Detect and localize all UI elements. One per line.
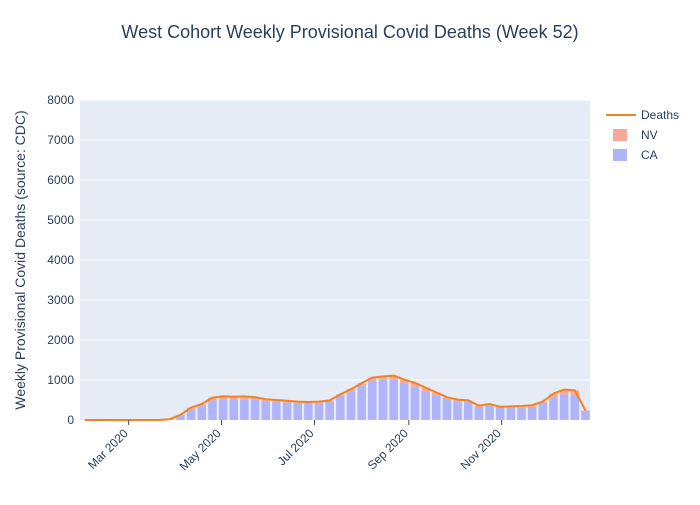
y-axis: 0 1000 2000 3000 4000 5000 6000 7000 8000 <box>47 93 74 427</box>
bar-ca[interactable] <box>549 397 558 420</box>
legend-label: CA <box>641 148 658 162</box>
bar-ca[interactable] <box>421 391 430 420</box>
legend-item-nv[interactable]: NV <box>613 128 658 142</box>
bar-nv[interactable] <box>218 396 228 400</box>
legend-swatch-bar <box>613 149 627 161</box>
bar-nv[interactable] <box>378 376 388 380</box>
bar-ca[interactable] <box>208 400 217 420</box>
legend[interactable]: Deaths NV CA <box>606 108 679 162</box>
y-tick-label: 3000 <box>47 293 74 307</box>
bar-nv[interactable] <box>261 399 270 402</box>
bar-ca[interactable] <box>293 403 302 420</box>
bar-ca[interactable] <box>431 395 441 420</box>
y-tick-label: 8000 <box>47 93 74 107</box>
grid-lines <box>80 99 590 381</box>
bar-ca[interactable] <box>250 399 260 420</box>
legend-label: Deaths <box>641 108 679 122</box>
bar-nv[interactable] <box>208 397 217 401</box>
bar-nv[interactable] <box>389 375 398 380</box>
bar-ca[interactable] <box>197 406 207 420</box>
x-tick-label: Nov 2020 <box>458 426 504 472</box>
bar-nv[interactable] <box>453 399 462 402</box>
legend-label: NV <box>641 128 658 142</box>
bar-ca[interactable] <box>186 409 196 420</box>
bar-ca[interactable] <box>282 402 292 420</box>
line-deaths[interactable] <box>84 374 587 421</box>
bar-nv[interactable] <box>549 393 558 398</box>
bar-ca[interactable] <box>527 406 537 420</box>
x-axis: Mar 2020 May 2020 Jul 2020 Sep 2020 Nov 2020 <box>85 420 504 473</box>
bar-ca[interactable] <box>240 399 249 420</box>
bar-ca[interactable] <box>218 399 228 420</box>
bar-ca[interactable] <box>325 402 334 420</box>
bar-ca[interactable] <box>229 400 239 420</box>
y-tick-label: 6000 <box>47 173 74 187</box>
x-tick-label: Jul 2020 <box>275 426 317 468</box>
bar-nv[interactable] <box>421 387 430 392</box>
bar-nv[interactable] <box>410 382 420 388</box>
x-tick-label: Sep 2020 <box>365 426 411 472</box>
bar-ca[interactable] <box>538 404 548 420</box>
bar-nv[interactable] <box>240 396 249 400</box>
bar-nv[interactable] <box>581 410 590 412</box>
x-tick-label: Mar 2020 <box>85 426 131 472</box>
bar-ca[interactable] <box>378 380 388 420</box>
y-tick-label: 1000 <box>47 373 74 387</box>
bar-nv[interactable] <box>559 389 569 395</box>
bar-nv[interactable] <box>229 396 239 400</box>
bar-ca[interactable] <box>581 411 590 420</box>
y-axis-title: Weekly Provisional Covid Deaths (source:… <box>12 110 28 409</box>
bar-ca[interactable] <box>304 403 313 420</box>
bar-nv[interactable] <box>570 390 580 396</box>
bar-ca[interactable] <box>453 401 462 420</box>
bar-ca[interactable] <box>570 395 580 420</box>
bar-ca[interactable] <box>389 380 398 420</box>
bar-ca[interactable] <box>346 391 356 420</box>
line-series <box>84 374 587 421</box>
bar-ca[interactable] <box>559 394 569 420</box>
legend-swatch-bar <box>613 129 627 141</box>
bar-nv[interactable] <box>538 401 548 404</box>
legend-item-ca[interactable]: CA <box>613 148 658 162</box>
y-tick-label: 5000 <box>47 213 74 227</box>
chart-title: West Cohort Weekly Provisional Covid Dea… <box>121 22 578 42</box>
x-tick-label: May 2020 <box>177 426 224 473</box>
y-tick-label: 2000 <box>47 333 74 347</box>
bar-ca[interactable] <box>495 408 505 420</box>
bar-ca[interactable] <box>272 402 281 420</box>
bar-nv[interactable] <box>368 377 377 381</box>
legend-item-deaths[interactable]: Deaths <box>606 108 679 122</box>
bar-ca[interactable] <box>517 407 526 420</box>
bar-ca[interactable] <box>176 415 185 420</box>
bar-ca[interactable] <box>400 384 409 420</box>
bar-ca[interactable] <box>474 406 484 420</box>
bar-nv[interactable] <box>400 379 409 384</box>
y-tick-label: 4000 <box>47 253 74 267</box>
bar-ca[interactable] <box>314 403 324 420</box>
bar-ca[interactable] <box>357 385 366 420</box>
bar-nv[interactable] <box>357 383 366 386</box>
bar-ca[interactable] <box>485 405 494 420</box>
y-tick-label: 7000 <box>47 133 74 147</box>
bar-nv[interactable] <box>431 392 441 396</box>
bar-ca[interactable] <box>336 396 345 420</box>
bar-nv[interactable] <box>442 397 452 400</box>
bar-ca[interactable] <box>442 399 452 420</box>
bar-ca[interactable] <box>506 408 516 420</box>
bar-ca[interactable] <box>368 380 377 420</box>
bar-nv[interactable] <box>250 397 260 400</box>
y-tick-label: 0 <box>67 413 74 427</box>
bar-ca[interactable] <box>410 387 420 420</box>
bar-ca[interactable] <box>463 402 473 420</box>
bar-ca[interactable] <box>261 401 270 420</box>
